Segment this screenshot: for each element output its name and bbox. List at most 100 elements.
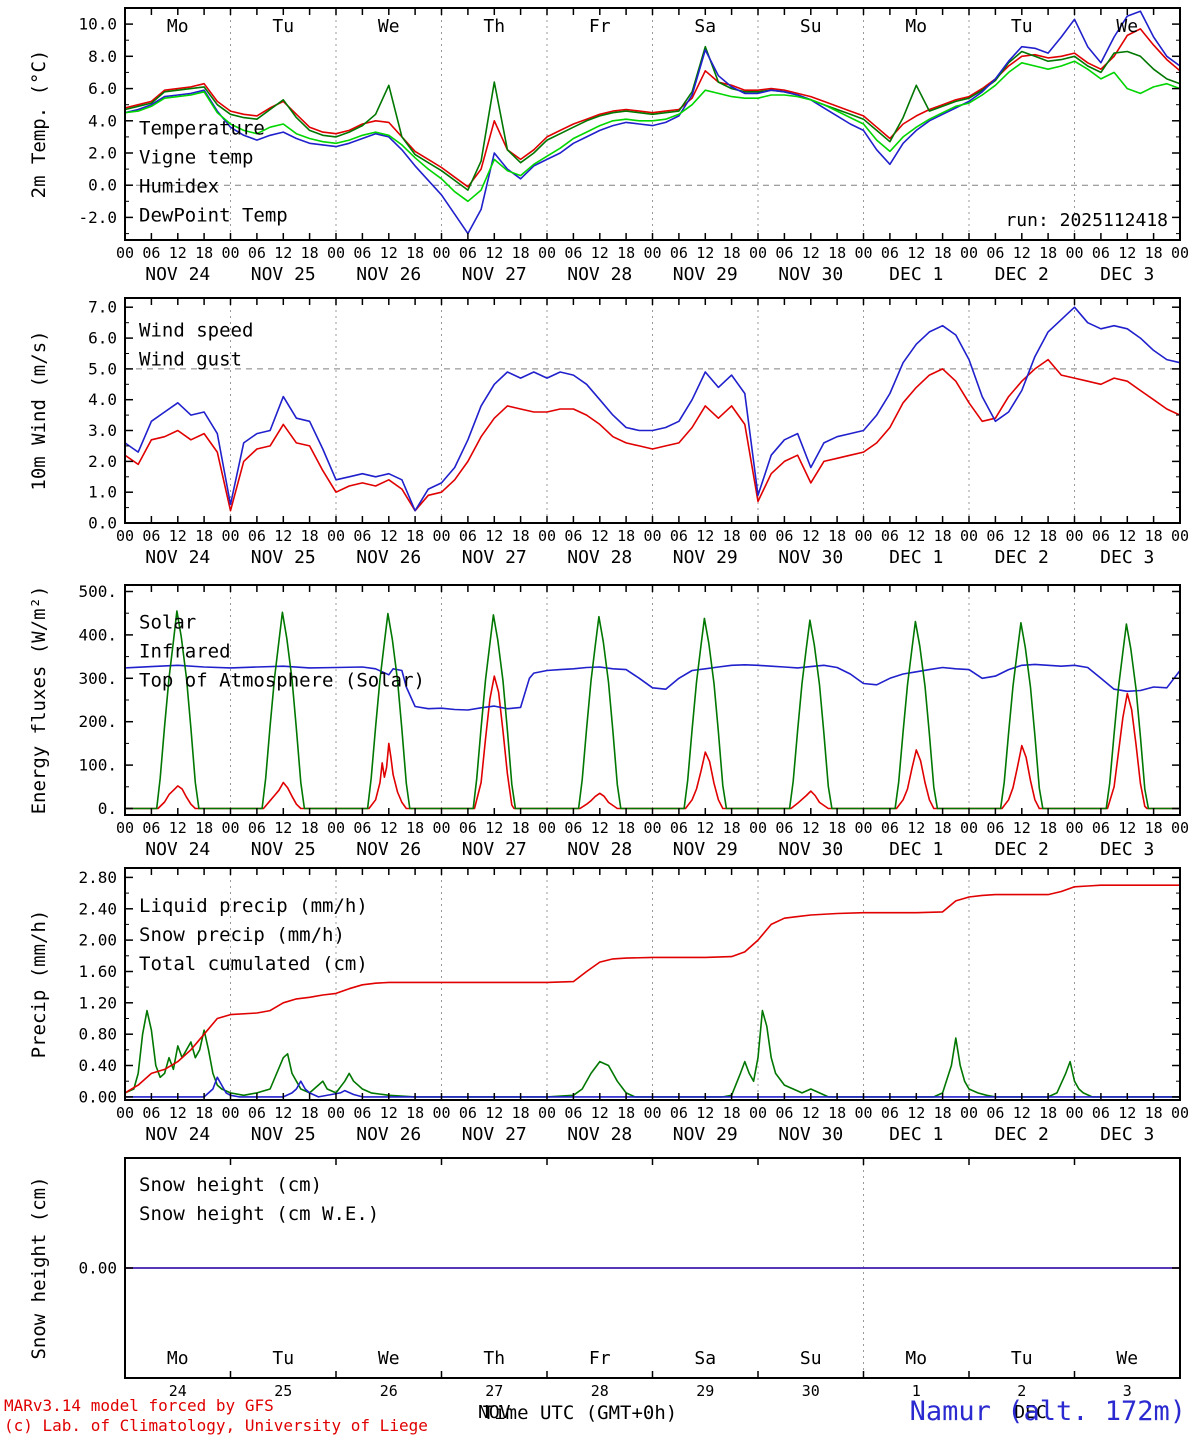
legend-total-cumulated-cm: Total cumulated (cm)	[139, 953, 368, 975]
x-tick-label: 12	[380, 527, 398, 545]
x-tick-label: 06	[248, 527, 266, 545]
y-tick-label: 1.20	[78, 993, 117, 1012]
day-number-label: 2	[1017, 1382, 1026, 1400]
legend-snow-height-cm-w-e: Snow height (cm W.E.)	[139, 1203, 379, 1225]
legend-vigne-temp: Vigne temp	[139, 146, 253, 168]
y-tick-label: 3.0	[88, 421, 117, 440]
x-tick-label: 06	[564, 819, 582, 837]
x-day-label: NOV 24	[145, 1124, 210, 1145]
day-number-label: 25	[274, 1382, 292, 1400]
x-tick-label: 00	[960, 244, 978, 262]
legend-top-of-atmosphere-solar: Top of Atmosphere (Solar)	[139, 670, 425, 692]
x-day-label: NOV 24	[145, 839, 210, 860]
x-day-label: DEC 1	[889, 547, 943, 568]
weekday-label: Tu	[272, 1348, 294, 1369]
x-tick-label: 18	[195, 527, 213, 545]
x-tick-label: 00	[854, 527, 872, 545]
x-tick-label: 00	[221, 244, 239, 262]
x-tick-label: 12	[485, 819, 503, 837]
legend-infrared: Infrared	[139, 641, 231, 663]
y-tick-label: 0.0	[88, 514, 117, 533]
x-tick-label: 18	[1039, 1104, 1057, 1122]
y-tick-label: 6.0	[88, 79, 117, 98]
y-tick-label: 100.	[78, 756, 117, 775]
x-day-label: DEC 2	[995, 1124, 1049, 1145]
x-tick-label: 12	[169, 1104, 187, 1122]
x-tick-label: 18	[828, 527, 846, 545]
weekday-label: We	[1116, 1348, 1138, 1369]
x-tick-label: 00	[1065, 244, 1083, 262]
x-tick-label: 18	[1039, 527, 1057, 545]
x-tick-label: 00	[327, 819, 345, 837]
series-vigne-temp	[124, 45, 1181, 191]
x-tick-label: 00	[221, 819, 239, 837]
y-axis-title: 10m Wind (m/s)	[28, 330, 50, 490]
y-tick-label: 2.0	[88, 452, 117, 471]
x-day-label: NOV 27	[462, 839, 527, 860]
x-day-label: NOV 26	[356, 264, 421, 285]
x-tick-label: 18	[934, 819, 952, 837]
x-day-label: NOV 30	[778, 1124, 843, 1145]
x-tick-label: 12	[696, 1104, 714, 1122]
x-tick-label: 06	[670, 244, 688, 262]
x-tick-label: 18	[406, 819, 424, 837]
x-tick-label: 12	[169, 244, 187, 262]
x-tick-label: 06	[564, 244, 582, 262]
x-tick-label: 18	[1039, 819, 1057, 837]
x-tick-label: 18	[828, 819, 846, 837]
x-day-label: DEC 1	[889, 264, 943, 285]
x-day-label: NOV 24	[145, 547, 210, 568]
weekday-label: Th	[483, 1348, 505, 1369]
x-tick-label: 06	[142, 1104, 160, 1122]
x-day-label: DEC 2	[995, 547, 1049, 568]
weekday-label: Mo	[167, 1348, 189, 1369]
x-tick-label: 00	[854, 819, 872, 837]
y-tick-label: 2.0	[88, 144, 117, 163]
x-tick-label: 06	[986, 527, 1004, 545]
x-tick-label: 12	[591, 819, 609, 837]
x-tick-label: 00	[432, 819, 450, 837]
x-tick-label: 00	[749, 1104, 767, 1122]
x-tick-label: 06	[353, 527, 371, 545]
x-tick-label: 12	[169, 819, 187, 837]
x-tick-label: 06	[881, 244, 899, 262]
day-number-label: 26	[380, 1382, 398, 1400]
x-tick-label: 00	[1171, 819, 1189, 837]
y-tick-label: 1.60	[78, 962, 117, 981]
y-tick-label: 1.0	[88, 483, 117, 502]
x-tick-label: 18	[1145, 244, 1163, 262]
x-tick-label: 06	[459, 527, 477, 545]
day-number-label: 29	[696, 1382, 714, 1400]
x-tick-label: 12	[380, 1104, 398, 1122]
x-tick-label: 00	[854, 244, 872, 262]
x-tick-label: 06	[142, 244, 160, 262]
x-tick-label: 12	[696, 244, 714, 262]
legend-wind-gust: Wind gust	[139, 348, 242, 370]
x-tick-label: 12	[274, 527, 292, 545]
x-tick-label: 12	[1118, 819, 1136, 837]
x-tick-label: 06	[775, 1104, 793, 1122]
x-tick-label: 12	[696, 819, 714, 837]
x-tick-label: 06	[1092, 527, 1110, 545]
legend-snow-height-cm: Snow height (cm)	[139, 1174, 322, 1196]
x-day-label: NOV 29	[673, 547, 738, 568]
x-tick-label: 06	[881, 527, 899, 545]
panel-frame	[124, 297, 1181, 524]
x-tick-label: 18	[723, 244, 741, 262]
x-day-label: NOV 25	[251, 547, 316, 568]
legend-liquid-precip-mm-h: Liquid precip (mm/h)	[139, 895, 368, 917]
legend-wind-speed: Wind speed	[139, 319, 253, 341]
x-tick-label: 06	[986, 1104, 1004, 1122]
x-tick-label: 00	[327, 527, 345, 545]
x-tick-label: 00	[327, 244, 345, 262]
x-tick-label: 12	[696, 527, 714, 545]
x-tick-label: 12	[1013, 527, 1031, 545]
x-day-label: NOV 30	[778, 547, 843, 568]
x-tick-label: 00	[1065, 527, 1083, 545]
x-tick-label: 06	[353, 244, 371, 262]
panel-wind: 0.0 1.0 2.0 3.0 4.0 5.0 6.0 7.0 00 06 12 18 00 06 12 18…	[28, 297, 1189, 568]
series-dewpoint-temp	[124, 60, 1181, 203]
x-tick-label: 00	[1171, 1104, 1189, 1122]
x-tick-label: 06	[670, 527, 688, 545]
